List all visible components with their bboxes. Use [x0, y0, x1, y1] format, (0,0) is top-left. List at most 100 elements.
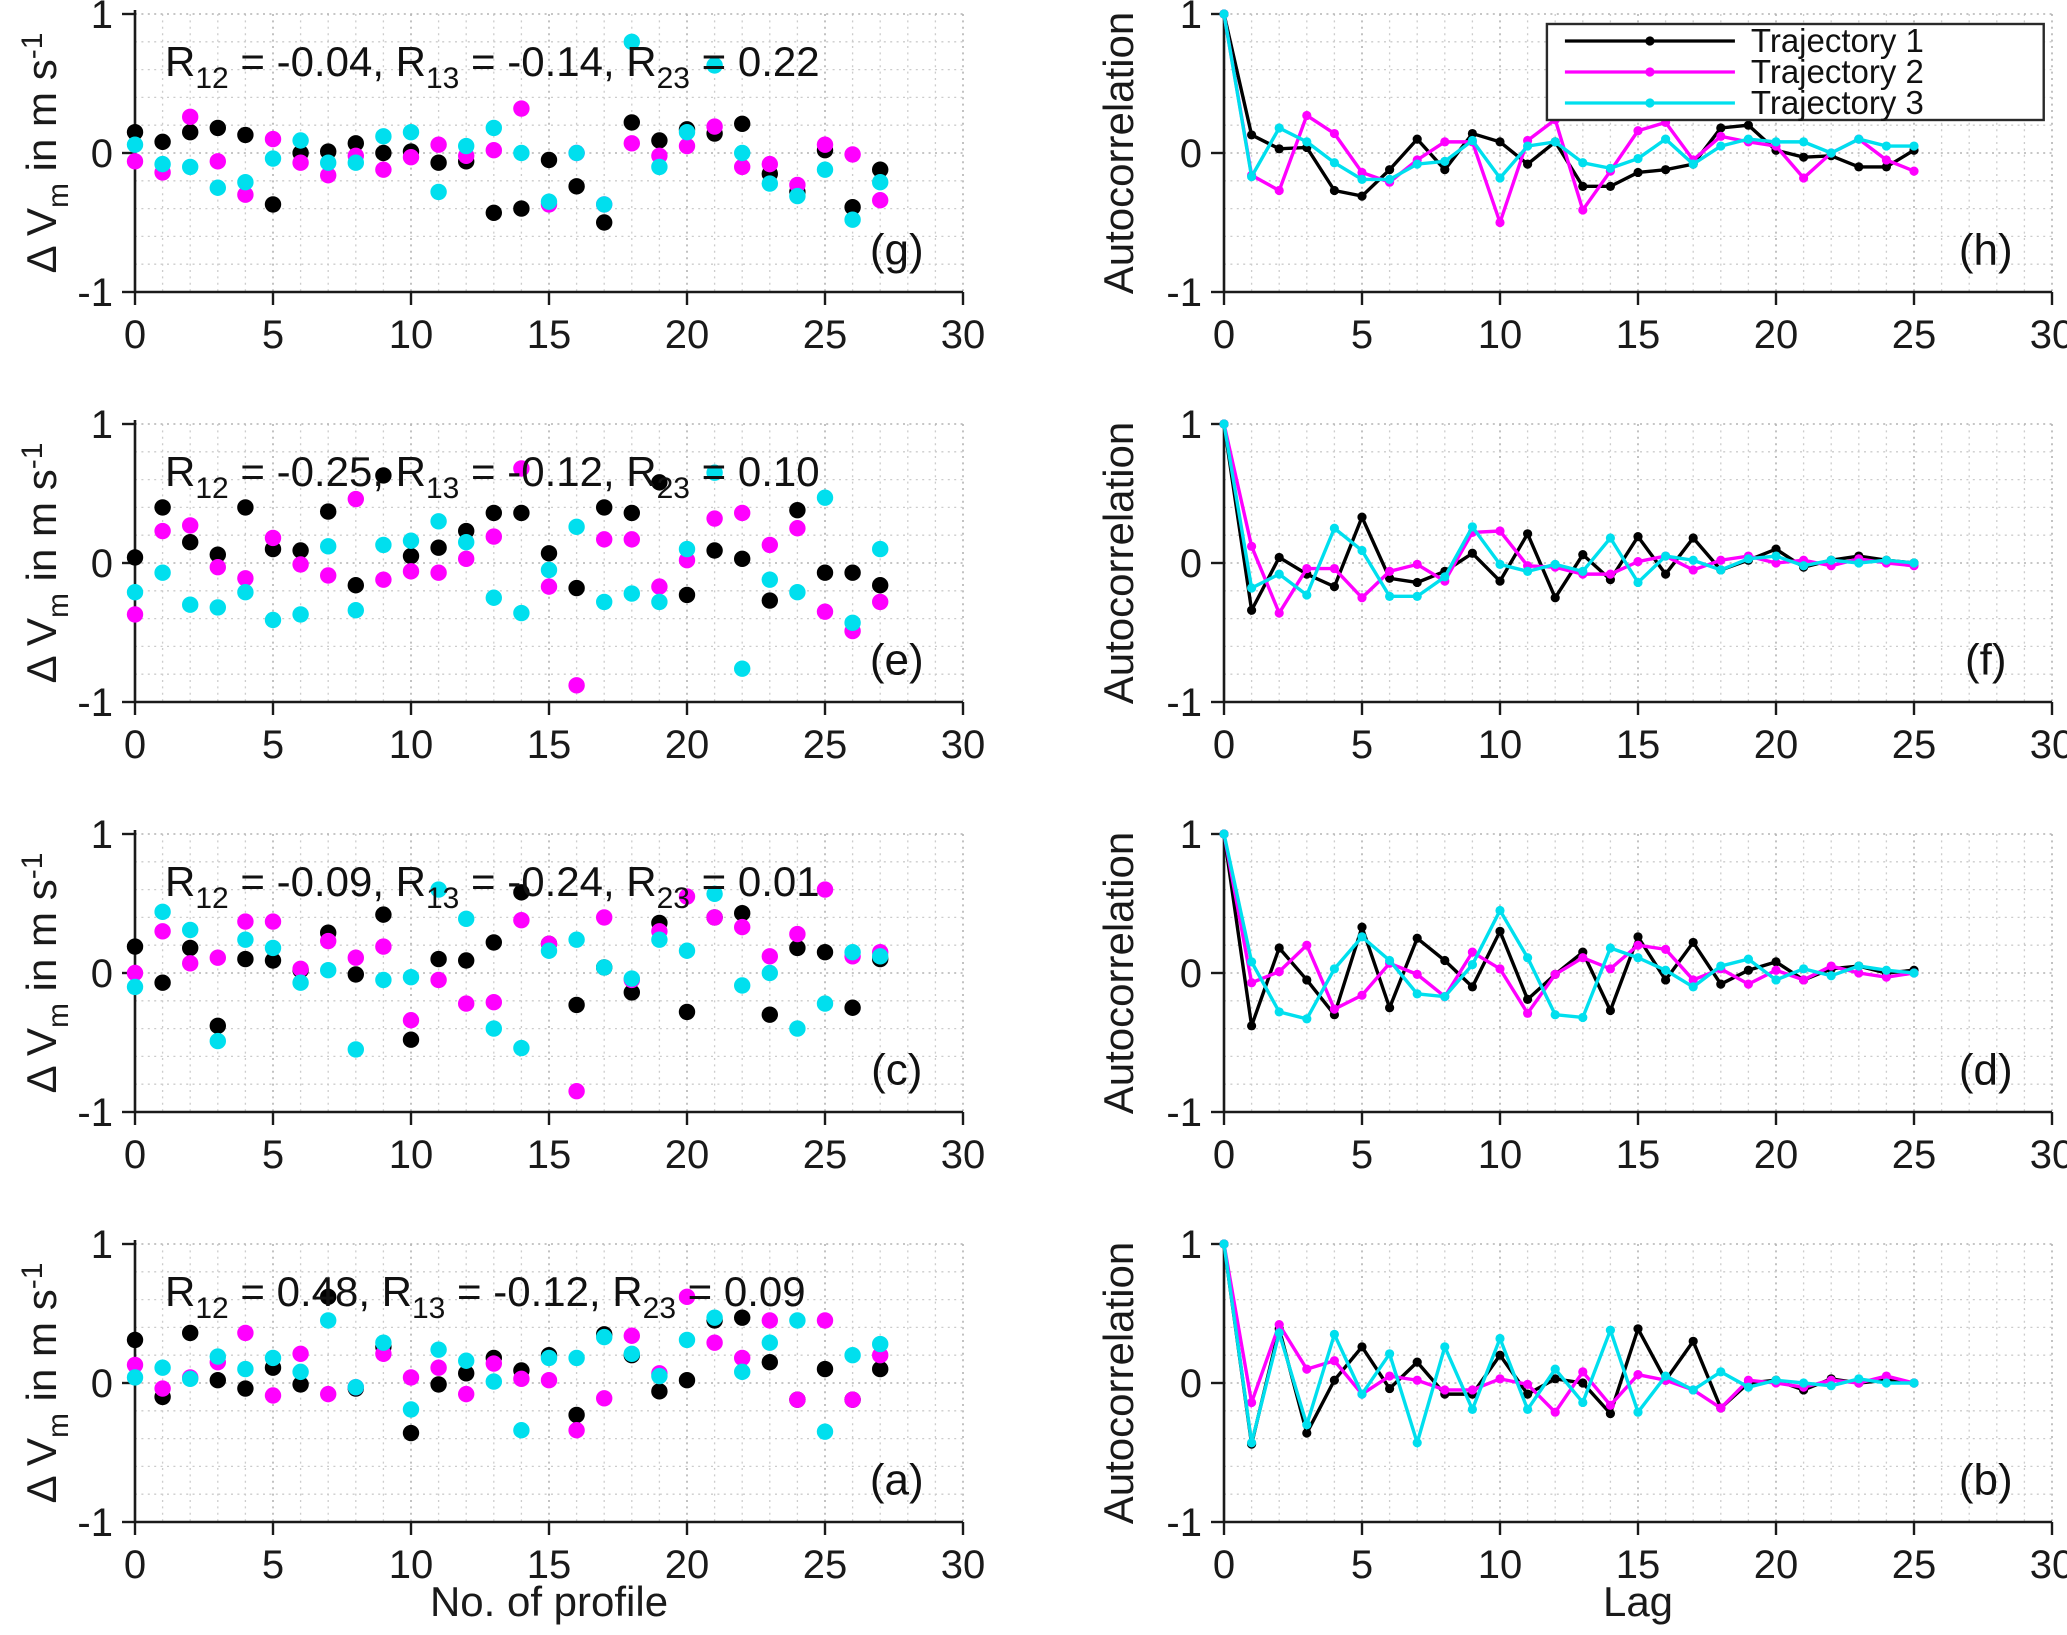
data-marker	[1412, 1357, 1422, 1367]
x-tick-label: 25	[803, 1543, 848, 1587]
data-point	[237, 173, 254, 191]
data-point	[789, 501, 806, 519]
data-point	[402, 123, 420, 141]
data-point	[623, 135, 640, 152]
data-point	[430, 136, 447, 153]
data-marker	[1743, 134, 1753, 144]
data-marker	[1302, 1420, 1312, 1430]
data-marker	[1605, 569, 1615, 579]
x-tick-label: 20	[665, 313, 710, 357]
data-point	[568, 579, 585, 597]
data-point	[761, 1353, 778, 1371]
data-marker	[1523, 141, 1533, 151]
data-point	[485, 142, 502, 159]
data-marker	[1247, 605, 1257, 615]
x-tick-label: 30	[941, 1133, 986, 1177]
x-tick-label: 20	[1754, 313, 1799, 357]
data-marker	[1743, 554, 1753, 564]
data-point	[485, 528, 502, 545]
data-point	[320, 567, 337, 584]
data-marker	[1743, 965, 1753, 975]
data-marker	[1881, 555, 1891, 565]
data-point	[596, 499, 613, 516]
data-line	[1222, 1243, 1915, 1445]
data-marker	[1302, 975, 1312, 985]
data-marker	[1495, 905, 1505, 916]
line-series-2	[1219, 419, 1919, 618]
data-marker	[1357, 593, 1367, 603]
data-point	[734, 158, 751, 176]
data-marker	[1826, 961, 1836, 971]
subplot-letter: (g)	[870, 225, 924, 274]
x-tick-label: 30	[2030, 313, 2067, 357]
data-point	[320, 538, 337, 555]
data-point	[706, 510, 723, 527]
data-point	[126, 153, 144, 170]
data-marker	[1385, 1371, 1395, 1381]
data-point	[292, 1363, 309, 1381]
data-marker	[1605, 163, 1615, 173]
data-point	[126, 136, 144, 153]
data-marker	[1357, 990, 1367, 1000]
x-tick-label: 30	[2030, 1543, 2067, 1587]
data-point	[734, 504, 751, 522]
data-point	[568, 1082, 585, 1100]
data-marker	[1495, 173, 1505, 183]
data-point	[678, 123, 696, 141]
legend-label: Trajectory 2	[1751, 53, 1924, 90]
data-marker	[1826, 971, 1836, 981]
subplot-h: 0 5 10 15 20 25 30 1 0 -1 Autocorrelation (h) Trajec…	[1057, 0, 2067, 405]
data-point	[816, 136, 834, 153]
data-marker	[1467, 135, 1477, 146]
data-point	[182, 123, 199, 141]
legend-marker	[1645, 67, 1655, 77]
data-marker	[1495, 576, 1505, 586]
x-tick-label: 0	[124, 1543, 146, 1587]
data-point	[264, 196, 282, 213]
data-marker	[1467, 548, 1477, 558]
data-marker	[1716, 131, 1726, 141]
data-marker	[1661, 1371, 1671, 1381]
x-tick-label: 30	[2030, 1133, 2067, 1177]
data-point	[816, 1423, 834, 1440]
data-point	[678, 540, 696, 558]
data-marker	[1357, 512, 1367, 522]
data-marker	[1550, 559, 1560, 569]
data-marker	[1495, 1350, 1505, 1360]
x-tick-label: 20	[665, 1133, 710, 1177]
subplot-letter: (b)	[1959, 1455, 2013, 1504]
data-point	[237, 950, 254, 968]
data-marker	[1274, 943, 1284, 953]
data-point	[872, 192, 889, 209]
y-tick-label: 1	[91, 0, 113, 37]
y-tick-label: 1	[1180, 1223, 1202, 1267]
data-point	[596, 196, 613, 213]
data-marker	[1881, 155, 1891, 165]
data-point	[540, 942, 558, 959]
data-marker	[1274, 123, 1284, 133]
data-marker	[1799, 561, 1809, 571]
data-point	[513, 200, 530, 217]
data-marker	[1247, 978, 1257, 988]
data-point	[596, 593, 613, 611]
data-point	[568, 1349, 585, 1367]
data-marker	[1412, 969, 1422, 979]
data-point	[734, 1363, 751, 1381]
data-marker	[1302, 590, 1312, 600]
data-marker	[1661, 975, 1671, 985]
data-point	[540, 193, 558, 210]
data-point	[320, 962, 337, 979]
data-point	[292, 132, 309, 149]
data-point	[623, 585, 640, 602]
data-point	[375, 144, 392, 162]
correlation-annotation: R12 = 0.48, R13 = -0.12, R23 = 0.09	[165, 1268, 806, 1325]
scatter-series-3	[126, 464, 889, 677]
data-point	[789, 520, 806, 537]
legend-marker	[1645, 98, 1655, 108]
x-tick-label: 0	[1213, 1133, 1235, 1177]
data-point	[209, 119, 226, 137]
